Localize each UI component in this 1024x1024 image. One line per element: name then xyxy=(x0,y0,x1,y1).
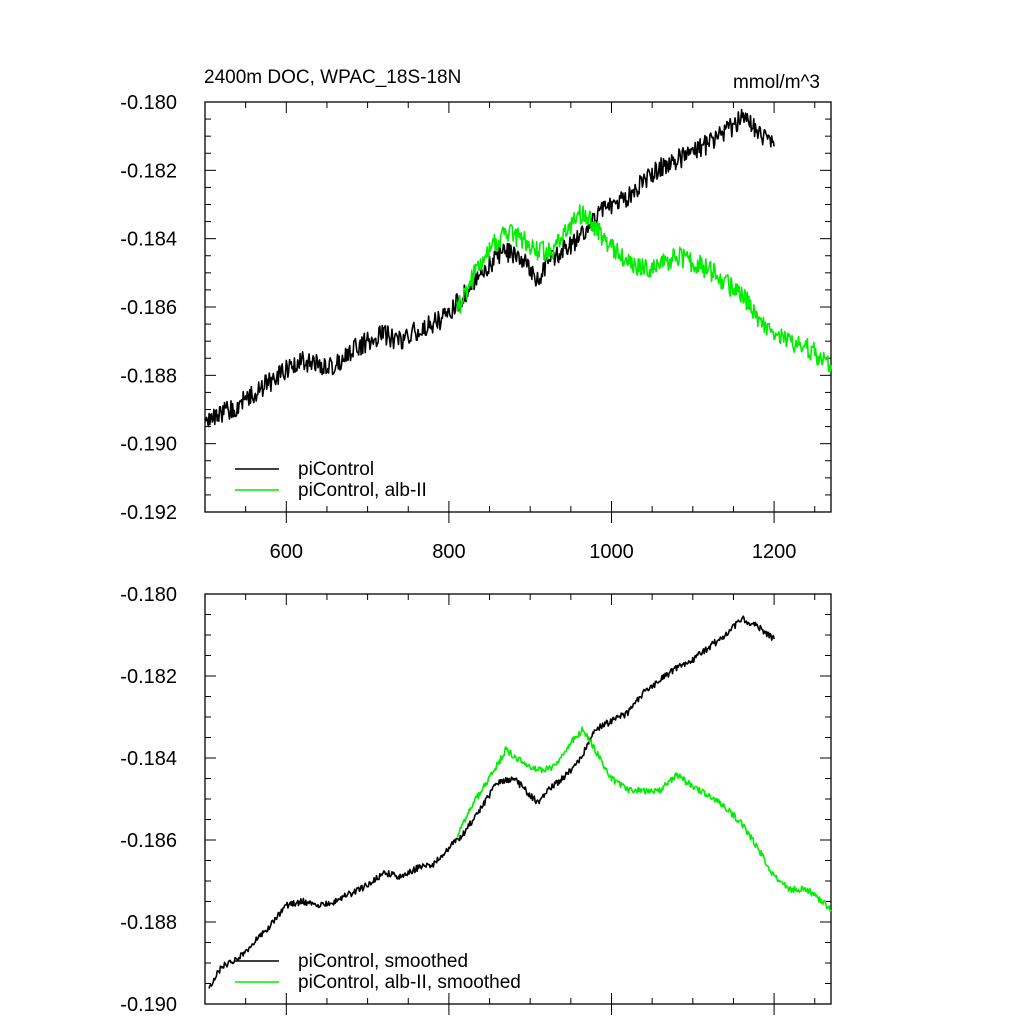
x-tick-label: 1200 xyxy=(752,541,797,563)
y-tick-label: -0.180 xyxy=(120,584,177,606)
legend-label: piControl, smoothed xyxy=(298,951,468,972)
series-line-picontrol xyxy=(204,108,775,428)
chart-title: 2400m DOC, WPAC_18S-18N xyxy=(204,67,461,88)
series-line-picontrol-alb-ii xyxy=(456,204,832,373)
y-tick-label: -0.180 xyxy=(120,92,177,114)
y-tick-label: -0.188 xyxy=(120,912,177,934)
y-tick-label: -0.190 xyxy=(120,434,177,456)
legend-label: piControl, alb-II, smoothed xyxy=(298,972,521,993)
series-line-picontrol xyxy=(208,615,775,989)
x-tick-label: 800 xyxy=(432,541,465,563)
top-panel-raw: -0.192 -0.190 -0.188 -0.186 -0.184 -0.182 -0.1… xyxy=(120,92,832,563)
units-label: mmol/m^3 xyxy=(733,72,820,93)
y-tick-label: -0.184 xyxy=(120,229,177,251)
legend-label: piControl xyxy=(298,459,374,480)
y-tick-label: -0.192 xyxy=(120,502,177,524)
y-tick-label: -0.190 xyxy=(120,994,177,1016)
x-tick-label: 1000 xyxy=(589,541,634,563)
y-tick-label: -0.182 xyxy=(120,160,177,182)
plot-frame xyxy=(204,101,832,513)
x-tick-label: 600 xyxy=(270,541,303,563)
y-tick-label: -0.184 xyxy=(120,748,177,770)
legend-label: piControl, alb-II xyxy=(298,480,427,501)
y-tick-label: -0.186 xyxy=(120,830,177,852)
series-line-picontrol-alb-ii xyxy=(456,726,832,913)
bottom-panel-smoothed: -0.190 -0.188 -0.186 -0.184 -0.182 -0.180 piCo… xyxy=(120,584,832,1016)
y-tick-label: -0.182 xyxy=(120,666,177,688)
y-tick-label: -0.188 xyxy=(120,365,177,387)
y-tick-label: -0.186 xyxy=(120,297,177,319)
plot-frame xyxy=(204,593,832,1005)
